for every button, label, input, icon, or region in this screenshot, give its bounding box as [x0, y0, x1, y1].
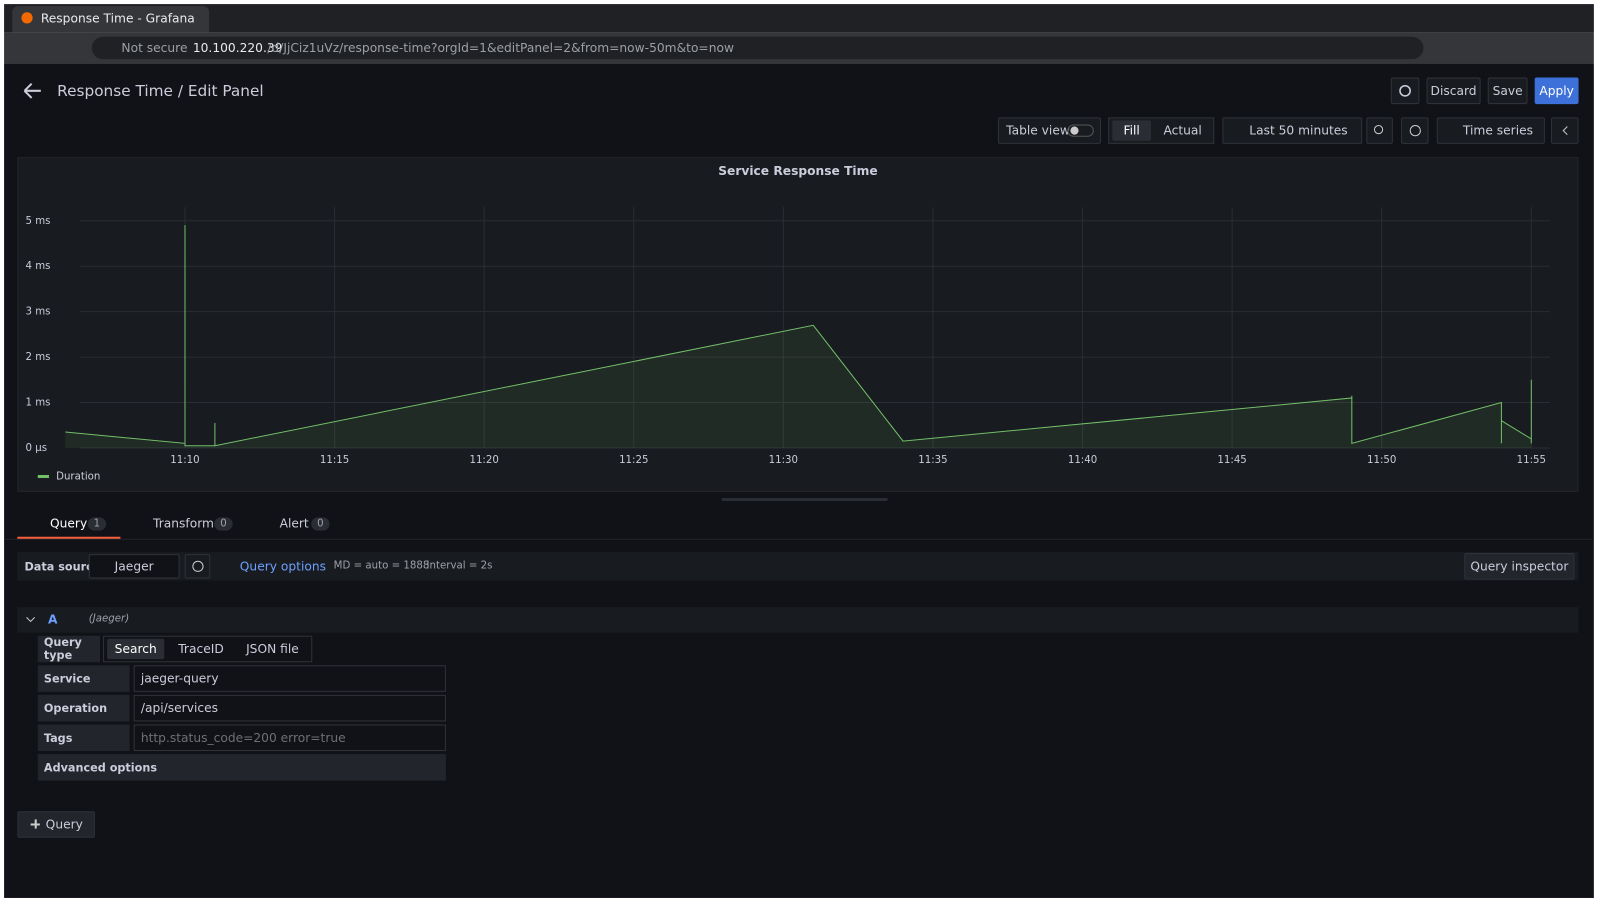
back-button[interactable] — [22, 82, 42, 100]
discard-button[interactable]: Discard — [1426, 77, 1481, 105]
gear-icon — [1399, 84, 1411, 97]
tags-label: Tags — [37, 724, 130, 752]
y-tick-label: 1 ms — [26, 398, 51, 409]
add-query-button[interactable]: Query — [17, 811, 95, 838]
active-tab-indicator — [17, 536, 121, 539]
query-type-group — [103, 635, 313, 663]
url-path: /d/JjCiz1uVz/response-time?orgId=1&editP… — [267, 40, 734, 56]
x-tick-label: 11:15 — [320, 455, 349, 466]
tab-label[interactable]: Transform — [153, 516, 214, 531]
url-field[interactable] — [91, 36, 1424, 60]
tab-count: 0 — [214, 517, 233, 531]
visualization-picker[interactable]: Time series — [1436, 117, 1545, 144]
tags-input[interactable]: http.status_code=200 error=true — [133, 724, 446, 752]
switch-knob — [1070, 126, 1079, 135]
tab-count: 0 — [311, 517, 330, 531]
help-icon — [191, 560, 204, 572]
panel — [17, 157, 1579, 492]
refresh-button[interactable] — [1401, 117, 1429, 144]
x-tick-label: 11:25 — [619, 455, 648, 466]
save-button[interactable]: Save — [1487, 77, 1528, 105]
security-label: Not secure — [121, 40, 188, 56]
chart-title: Service Response Time — [718, 164, 877, 178]
page-title: Response Time / Edit Panel — [57, 81, 264, 100]
time-range-picker[interactable]: Last 50 minutes — [1222, 117, 1363, 144]
browser-tab[interactable] — [12, 6, 210, 33]
query-inspector-button[interactable]: Query inspector — [1464, 553, 1575, 580]
query-type-option[interactable]: JSON file — [246, 641, 299, 657]
x-tick-label: 11:35 — [918, 455, 947, 466]
service-select[interactable]: jaeger-query — [133, 665, 446, 692]
service-label: Service — [37, 665, 130, 692]
x-tick-label: 11:30 — [769, 455, 798, 466]
tab-strip — [4, 4, 1594, 33]
apply-button[interactable]: Apply — [1534, 77, 1579, 105]
switch — [1067, 124, 1094, 137]
series-line — [65, 225, 1532, 447]
x-tick-label: 11:45 — [1217, 455, 1246, 466]
query-bar — [17, 552, 1579, 581]
query-row-header — [17, 607, 1579, 633]
y-tick-label: 3 ms — [26, 307, 51, 318]
y-tick-label: 4 ms — [26, 261, 51, 272]
url-host: 10.100.220.39 — [192, 40, 283, 56]
query-options-toggle[interactable]: Query options — [239, 559, 327, 574]
fill-button[interactable]: Fill — [1112, 120, 1152, 141]
query-type-label: Query type — [37, 635, 100, 663]
collapse-icon[interactable] — [26, 614, 36, 624]
zoom-icon — [1373, 124, 1384, 135]
settings-button[interactable] — [1390, 77, 1420, 105]
tab-count: 1 — [87, 517, 107, 531]
y-tick-label: 0 µs — [26, 443, 48, 454]
interval: Interval = 2s — [426, 560, 493, 572]
x-tick-label: 11:55 — [1517, 455, 1546, 466]
query-source: (Jaeger) — [88, 613, 130, 625]
tab-title: Response Time - Grafana — [40, 11, 195, 26]
operation-select[interactable]: /api/services — [133, 694, 446, 722]
x-tick-label: 11:50 — [1367, 455, 1396, 466]
zoom-out-button[interactable] — [1366, 117, 1393, 144]
tab-label[interactable]: Query — [49, 516, 88, 531]
table-view-toggle[interactable]: Table view — [997, 117, 1102, 144]
area-fill — [65, 225, 1532, 448]
splitter[interactable] — [721, 497, 888, 502]
query-ref: A — [47, 612, 58, 627]
chart: Service Response Time 0 µs 1 ms 2 ms 3 ms 4 … — [26, 164, 1550, 483]
refresh-icon — [1409, 124, 1421, 137]
data-source-label: Data source — [24, 560, 101, 574]
help-button[interactable] — [184, 554, 211, 579]
data-source-picker[interactable]: Jaeger — [88, 554, 180, 579]
legend-label: Duration — [56, 472, 100, 483]
max-data-points: MD = auto = 1888 — [333, 560, 430, 572]
advanced-options[interactable]: Advanced options — [37, 754, 446, 781]
y-tick-label: 2 ms — [26, 352, 51, 363]
operation-label: Operation — [37, 694, 130, 722]
x-tick-label: 11:40 — [1068, 455, 1097, 466]
x-tick-label: 11:20 — [469, 455, 498, 466]
tabs-border — [4, 538, 1594, 540]
query-type-option[interactable]: Search — [107, 638, 165, 660]
chevron-icon — [1562, 126, 1568, 136]
actual-button[interactable]: Actual — [1163, 123, 1202, 138]
y-tick-label: 5 ms — [26, 216, 51, 227]
x-tick-label: 11:10 — [170, 455, 199, 466]
query-type-option[interactable]: TraceID — [178, 641, 224, 657]
collapse-button[interactable] — [1551, 117, 1579, 144]
tab-label[interactable]: Alert — [279, 516, 309, 531]
plus-icon — [34, 819, 37, 829]
favicon — [21, 12, 33, 24]
